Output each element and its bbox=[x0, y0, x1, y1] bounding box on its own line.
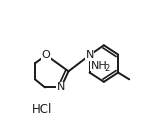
Text: N: N bbox=[57, 82, 65, 92]
Text: O: O bbox=[42, 50, 51, 60]
Text: HCl: HCl bbox=[32, 103, 52, 116]
Text: N: N bbox=[85, 50, 94, 60]
Text: 2: 2 bbox=[105, 64, 110, 73]
Text: NH: NH bbox=[91, 61, 107, 71]
